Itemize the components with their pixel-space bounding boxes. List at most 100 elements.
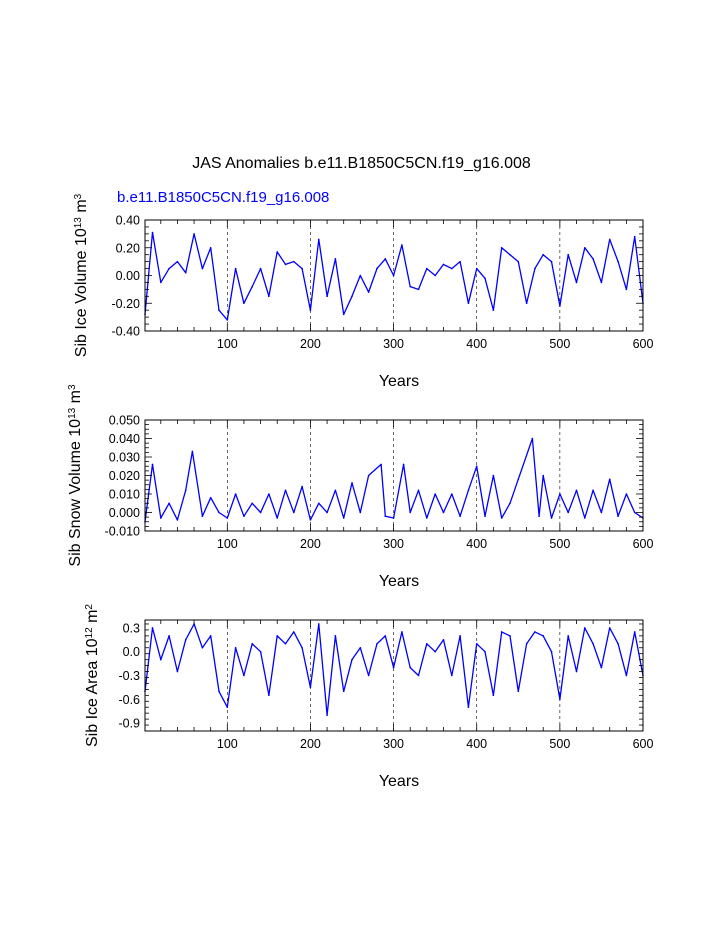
- data-point: [509, 253, 511, 256]
- y-tick-label: 0.030: [109, 451, 140, 465]
- data-point: [575, 489, 578, 492]
- data-point: [184, 271, 187, 274]
- data-point: [409, 285, 412, 288]
- y-tick-label: 0.3: [123, 621, 140, 635]
- x-tick-label: 100: [217, 737, 238, 751]
- data-point: [184, 489, 187, 492]
- data-point: [492, 309, 495, 311]
- data-point: [301, 646, 303, 649]
- data-point: [293, 260, 295, 263]
- y-axis-label-text: Sib Ice Area 10: [84, 638, 101, 747]
- data-point: [475, 465, 478, 468]
- y-tick-label: -0.3: [118, 669, 140, 683]
- y-tick-label: 0.020: [109, 469, 140, 483]
- data-point: [409, 511, 412, 514]
- data-point: [559, 493, 561, 495]
- data-point: [334, 489, 337, 492]
- data-point: [426, 517, 428, 519]
- data-point: [317, 502, 320, 505]
- data-point: [268, 493, 270, 495]
- y-tick-label: 0.40: [116, 214, 140, 228]
- data-point: [367, 291, 370, 293]
- x-tick-label: 200: [300, 337, 321, 351]
- data-point: [575, 670, 578, 673]
- data-point: [193, 233, 195, 235]
- y-tick-label: 0.050: [109, 414, 140, 428]
- data-point: [268, 295, 270, 298]
- data-point: [334, 635, 337, 637]
- x-tick-label: 200: [300, 737, 321, 751]
- data-point: [359, 646, 362, 649]
- data-point: [276, 635, 278, 637]
- y-tick-label: -0.010: [105, 525, 140, 539]
- y-axis-label-superscript: 13: [73, 217, 84, 229]
- data-point: [168, 502, 170, 505]
- data-point: [592, 489, 594, 492]
- x-tick-label: 200: [300, 537, 321, 551]
- data-point: [492, 474, 495, 477]
- y-axis-label-superscript: 3: [67, 384, 78, 390]
- data-point: [326, 511, 328, 514]
- data-point: [351, 482, 353, 484]
- data-point: [584, 517, 586, 519]
- data-point: [633, 631, 636, 633]
- y-axis-label-superscript: 3: [73, 193, 84, 199]
- data-point: [467, 302, 470, 305]
- y-axis-label: Sib Ice Volume 1013 m3: [73, 193, 91, 357]
- data-point: [342, 690, 345, 693]
- x-tick-label: 500: [549, 537, 570, 551]
- data-point: [251, 642, 254, 645]
- y-axis-label: Sib Ice Area 1012 m2: [84, 604, 102, 747]
- data-point: [151, 231, 154, 234]
- data-point: [575, 281, 578, 284]
- subtitle: b.e11.B1850C5CN.f19_g16.008: [117, 189, 330, 206]
- y-axis-label: Sib Snow Volume 1013 m3: [67, 384, 85, 567]
- data-point: [159, 517, 162, 519]
- data-point: [600, 281, 603, 284]
- series-line: [144, 437, 644, 522]
- data-point: [251, 502, 254, 505]
- data-point: [392, 274, 395, 277]
- data-point: [600, 666, 603, 669]
- data-point: [234, 267, 237, 270]
- data-point: [592, 642, 594, 645]
- data-point: [550, 650, 553, 653]
- data-point: [434, 650, 436, 653]
- data-point: [608, 627, 611, 629]
- data-point: [151, 627, 154, 629]
- data-point: [442, 263, 445, 266]
- data-point: [309, 519, 312, 521]
- data-point: [201, 267, 204, 270]
- data-point: [426, 642, 428, 645]
- x-tick-label: 500: [549, 737, 570, 751]
- data-point: [218, 690, 220, 693]
- data-point: [531, 437, 534, 440]
- data-point: [359, 511, 362, 514]
- x-axis-label: Years: [379, 373, 419, 390]
- data-point: [351, 658, 353, 661]
- x-tick-label: 300: [383, 537, 404, 551]
- data-point: [259, 511, 262, 514]
- y-tick-label: 0.010: [109, 488, 140, 502]
- series-line: [144, 231, 644, 321]
- data-point: [559, 305, 561, 307]
- data-point: [417, 288, 420, 291]
- data-point: [584, 627, 586, 629]
- x-tick-label: 300: [383, 337, 404, 351]
- data-point: [151, 463, 154, 466]
- data-point: [284, 263, 287, 266]
- data-point: [293, 631, 295, 633]
- data-point: [402, 463, 405, 466]
- data-point: [226, 517, 229, 519]
- data-point: [201, 646, 204, 649]
- data-point: [542, 253, 545, 256]
- data-point: [459, 635, 461, 637]
- data-point: [284, 489, 287, 492]
- data-point: [517, 690, 520, 693]
- data-point: [276, 251, 278, 253]
- data-point: [467, 489, 470, 492]
- data-point: [567, 635, 569, 637]
- data-point: [159, 658, 162, 661]
- y-tick-label: 0.000: [109, 506, 140, 520]
- data-point: [500, 631, 503, 633]
